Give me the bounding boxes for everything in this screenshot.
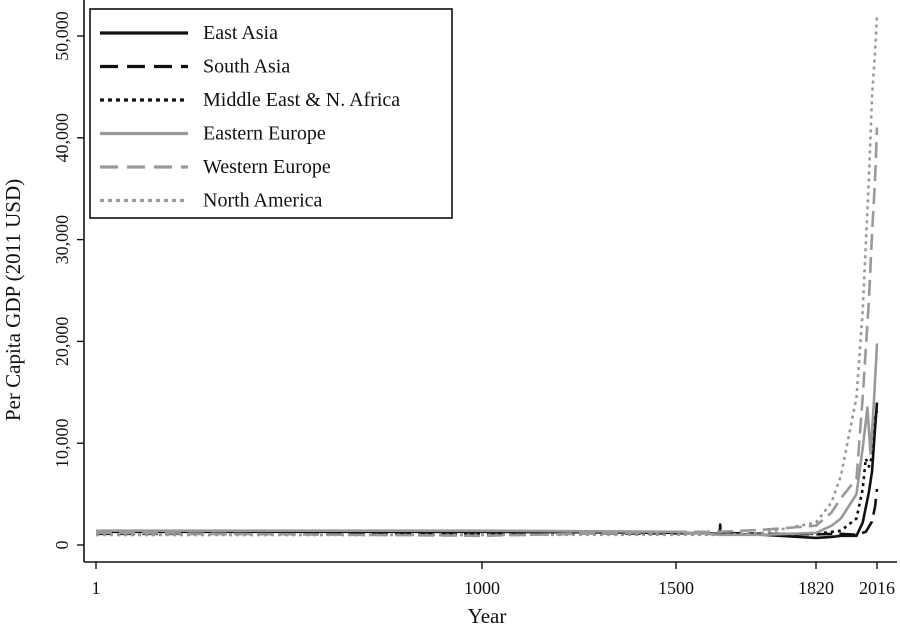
legend-label: Eastern Europe bbox=[203, 123, 326, 145]
legend: East Asia South Asia Middle East & N. Afri… bbox=[89, 8, 453, 219]
x-tick-label: 2016 bbox=[859, 578, 895, 598]
series-line-1 bbox=[96, 488, 879, 537]
legend-label: East Asia bbox=[203, 22, 278, 44]
axes: 0 10,000 20,000 30,000 40,000 50,000 1 1000 1500… bbox=[52, 0, 897, 598]
y-tick-label: 50,000 bbox=[52, 11, 72, 61]
series-line-2 bbox=[96, 410, 879, 537]
y-tick-label: 10,000 bbox=[52, 418, 72, 468]
y-axis-title: Per Capita GDP (2011 USD) bbox=[1, 179, 25, 421]
x-tick-label: 1000 bbox=[464, 578, 500, 598]
y-tick-label: 0 bbox=[52, 541, 72, 550]
y-tick-label: 20,000 bbox=[52, 317, 72, 367]
series-line-0 bbox=[96, 402, 879, 540]
x-tick-label: 1820 bbox=[798, 578, 834, 598]
legend-label: North America bbox=[203, 190, 323, 212]
series-line-4 bbox=[95, 127, 879, 538]
y-tick-label: 40,000 bbox=[52, 113, 72, 163]
legend-label: Western Europe bbox=[203, 156, 331, 178]
legend-label: Middle East & N. Africa bbox=[203, 89, 400, 111]
series-line-5 bbox=[96, 15, 879, 537]
x-tick-label: 1 bbox=[92, 578, 101, 598]
x-tick-label: 1500 bbox=[658, 578, 694, 598]
legend-box bbox=[89, 8, 453, 219]
legend-label: South Asia bbox=[203, 56, 290, 78]
series-line-3 bbox=[96, 343, 879, 537]
x-axis-title: Year bbox=[468, 604, 507, 626]
series-layer bbox=[95, 15, 879, 540]
y-tick-label: 30,000 bbox=[52, 215, 72, 265]
